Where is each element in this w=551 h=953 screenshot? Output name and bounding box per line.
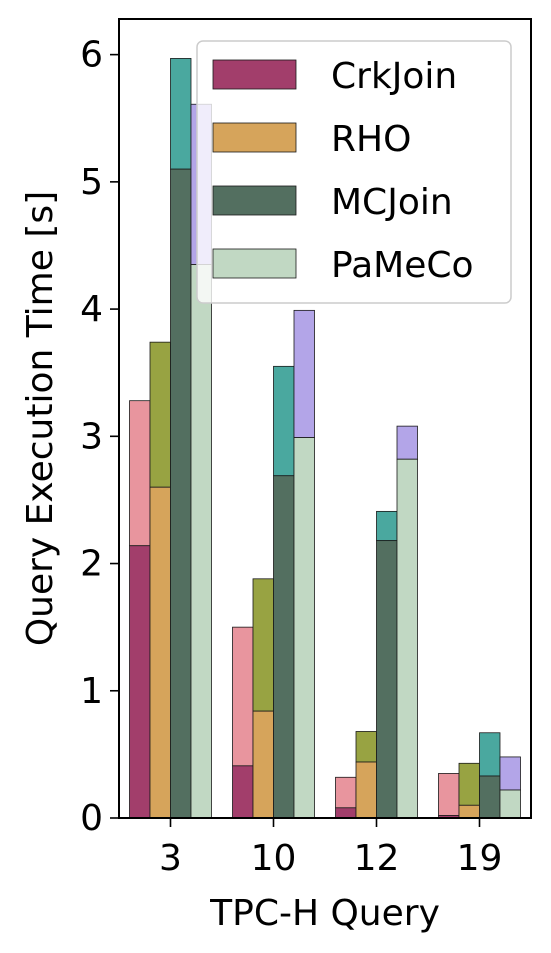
bar-rho-q19 [458,804,480,819]
bar-top-pameco-q12 [396,425,418,460]
bar-pameco-q12 [396,458,418,819]
legend-label-mcjoin: MCJoin [331,182,453,223]
bar-mcjoin-q10 [273,475,295,819]
legend-swatch-mcjoin [212,185,297,216]
y-tick-label: 0 [80,798,103,839]
bars-group [129,58,521,819]
y-tick-label: 3 [80,416,103,457]
x-axis: 3 10 12 19 [159,818,502,879]
bar-mcjoin-q12 [376,540,398,819]
legend-swatch-rho [212,122,297,153]
x-tick-label: 12 [354,838,400,879]
bar-top-crkjoin-q10 [232,626,254,767]
bar-top-pameco-q10 [293,309,315,438]
y-tick-label: 5 [80,162,103,203]
legend-swatch-crkjoin [212,59,297,90]
legend-label-pameco: PaMeCo [331,245,474,286]
x-tick-label: 19 [457,838,503,879]
bar-top-rho-q19 [458,762,480,806]
bar-crkjoin-q12 [335,807,357,819]
y-tick-label: 6 [80,35,103,76]
bar-mcjoin-q3 [170,168,192,819]
legend: CrkJoin RHO MCJoin PaMeCo [196,40,512,304]
x-axis-title: TPC-H Query [209,893,440,934]
y-tick-label: 4 [80,289,103,330]
y-axis-title: Query Execution Time [s] [20,191,61,646]
bar-top-pameco-q19 [499,756,521,791]
legend-swatch-pameco [212,248,297,279]
bar-top-rho-q12 [355,731,377,763]
bar-crkjoin-q10 [232,765,254,819]
y-tick-label: 1 [80,671,103,712]
bar-pameco-q10 [293,437,315,819]
legend-label-crkjoin: CrkJoin [331,56,457,97]
y-tick-label: 2 [80,544,103,585]
bar-top-rho-q10 [252,578,274,712]
bar-top-mcjoin-q12 [376,510,398,542]
x-tick-label: 3 [159,838,182,879]
bar-top-mcjoin-q3 [170,58,192,170]
bar-rho-q3 [149,486,171,819]
bar-pameco-q19 [499,789,521,819]
bar-mcjoin-q19 [479,775,501,819]
plot-frame [118,18,532,819]
bar-top-mcjoin-q10 [273,365,295,477]
legend-box [196,40,512,304]
bar-crkjoin-q3 [129,545,151,819]
x-tick-label: 10 [251,838,297,879]
y-axis: 0 1 2 3 4 5 6 [80,35,119,839]
bar-top-crkjoin-q3 [129,400,151,547]
bar-top-rho-q3 [149,341,171,488]
legend-label-rho: RHO [331,119,411,160]
bar-top-crkjoin-q12 [335,776,357,809]
bar-rho-q10 [252,710,274,819]
bar-top-mcjoin-q19 [479,732,501,777]
bar-pameco-q3 [190,264,212,819]
bar-top-crkjoin-q19 [438,773,460,816]
bar-rho-q12 [355,761,377,819]
